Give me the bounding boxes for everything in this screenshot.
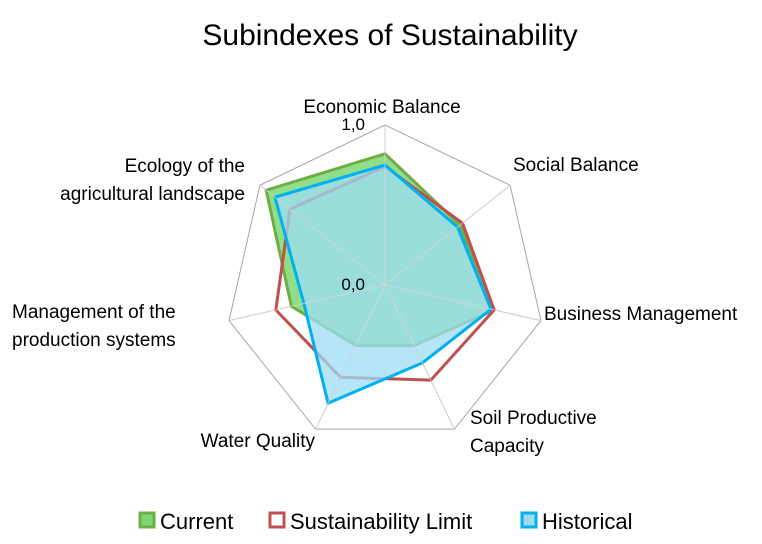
axis-label: Business Management [544, 304, 738, 325]
legend-label: Historical [542, 509, 632, 534]
axis-label: Soil Productive Capacity [470, 408, 597, 457]
axis-label: Ecology of the agricultural landscape [60, 156, 245, 205]
legend-item: Current [138, 509, 233, 534]
grid-spoke-overlay [384, 284, 455, 430]
legend-label: Sustainability Limit [290, 509, 472, 534]
axis-label: Social Balance [513, 155, 639, 176]
legend-swatch [268, 511, 286, 529]
legend-item: Historical [520, 509, 632, 534]
chart-title: Subindexes of Sustainability [202, 19, 577, 52]
tick-label-max: 1,0 [341, 115, 365, 134]
axis-label: Water Quality [201, 431, 316, 452]
tick-label-min: 0,0 [341, 275, 365, 294]
tick-labels: 0,0 1,0 [341, 115, 365, 294]
grid-spoke-overlay [384, 184, 511, 286]
series-historical [273, 163, 493, 406]
legend: Current Sustainability Limit Historical [138, 509, 632, 534]
axis-label: Management of the production systems [12, 302, 176, 351]
grid-ring [228, 124, 542, 430]
grid-spoke-overlay [315, 284, 386, 430]
legend-item: Sustainability Limit [268, 509, 472, 534]
grid-spoke-overlay [228, 284, 386, 322]
legend-swatch [138, 511, 156, 529]
axis-label: Economic Balance [303, 97, 460, 118]
grid-spoke-overlay [259, 184, 386, 286]
legend-label: Current [160, 509, 233, 534]
axis-labels: Economic Balance Social Balance Business M… [12, 97, 738, 457]
grid-spoke-overlay [384, 284, 542, 322]
series-layer [228, 125, 542, 430]
legend-swatch [520, 511, 538, 529]
